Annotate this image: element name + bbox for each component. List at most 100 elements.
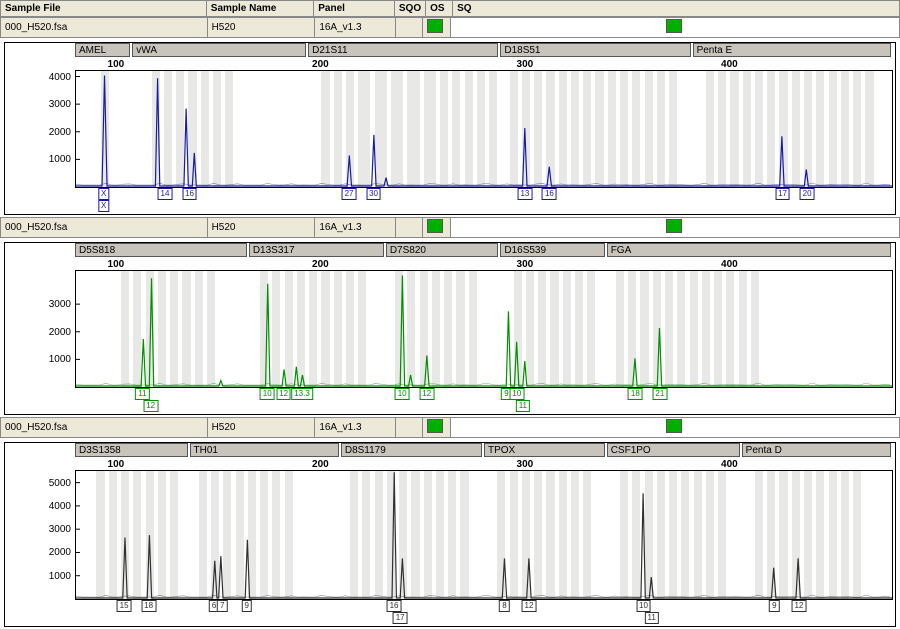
column-header: SQO	[394, 1, 425, 17]
allele-call-box[interactable]: 14	[158, 188, 173, 200]
x-tick-label: 200	[312, 259, 329, 270]
y-tick-label: 1000	[35, 571, 71, 582]
allele-call-box[interactable]: X	[98, 200, 109, 212]
column-header: SQ	[453, 1, 900, 17]
x-tick-label: 100	[108, 259, 125, 270]
allele-call-box[interactable]: 16	[387, 600, 402, 612]
x-tick-label: 400	[721, 59, 738, 70]
y-tick-label: 2000	[35, 547, 71, 558]
x-tick-label: 300	[517, 59, 534, 70]
allele-call-box[interactable]: 9	[242, 600, 252, 612]
locus-chip[interactable]: Penta D	[742, 443, 891, 457]
locus-chip[interactable]: Penta E	[693, 43, 891, 57]
allele-call-box[interactable]: 18	[628, 388, 643, 400]
sq-cell	[451, 418, 900, 438]
column-header: Sample File	[1, 1, 207, 17]
sq-cell	[451, 218, 900, 238]
allele-call-box[interactable]: 13	[517, 188, 532, 200]
chart-area[interactable]	[75, 270, 893, 388]
allele-call-box[interactable]: 7	[217, 600, 227, 612]
status-indicator	[666, 19, 682, 33]
sqo-cell	[396, 418, 423, 438]
allele-call-box[interactable]: 12	[522, 600, 537, 612]
allele-call-box[interactable]: 8	[499, 600, 509, 612]
y-tick-label: 3000	[35, 99, 71, 110]
sample-meta-row: 000_H520.fsaH52016A_v1.3	[0, 217, 900, 238]
locus-chip[interactable]: D16S539	[500, 243, 604, 257]
sample-file-cell: 000_H520.fsa	[1, 18, 208, 38]
allele-call-box[interactable]: 18	[141, 600, 156, 612]
locus-chip[interactable]: D8S1179	[341, 443, 482, 457]
x-tick-label: 400	[721, 259, 738, 270]
panel-cell: 16A_v1.3	[315, 18, 396, 38]
allele-call-box[interactable]: 9	[769, 600, 779, 612]
locus-chip[interactable]: D18S51	[500, 43, 690, 57]
locus-chip[interactable]: vWA	[132, 43, 306, 57]
panel-cell: 16A_v1.3	[315, 418, 396, 438]
y-tick-label: 2000	[35, 127, 71, 138]
sample-file-cell: 000_H520.fsa	[1, 218, 208, 238]
x-tick-label: 100	[108, 59, 125, 70]
column-header: Sample Name	[206, 1, 313, 17]
allele-call-box[interactable]: 30	[366, 188, 381, 200]
x-tick-label: 100	[108, 459, 125, 470]
allele-call-box[interactable]: 11	[645, 612, 659, 624]
allele-call-box[interactable]: 17	[393, 612, 408, 624]
x-tick-label: 300	[517, 459, 534, 470]
allele-call-box[interactable]: 10	[636, 600, 651, 612]
sq-cell	[451, 18, 900, 38]
locus-chip[interactable]: CSF1PO	[607, 443, 740, 457]
os-cell	[423, 218, 451, 238]
locus-chip[interactable]: AMEL	[75, 43, 130, 57]
allele-call-box[interactable]: 16	[182, 188, 197, 200]
allele-call-box[interactable]: 12	[276, 388, 291, 400]
allele-call-box[interactable]: 15	[117, 600, 132, 612]
allele-call-box[interactable]: 10	[395, 388, 410, 400]
allele-call-box[interactable]: 20	[800, 188, 815, 200]
allele-call-box[interactable]: 10	[260, 388, 275, 400]
os-cell	[423, 418, 451, 438]
sqo-cell	[396, 18, 423, 38]
sqo-cell	[396, 218, 423, 238]
electropherogram-panel: 000_H520.fsaH52016A_v1.3 D3S1358TH01D8S11…	[0, 417, 900, 627]
sample-name-cell: H520	[207, 18, 315, 38]
allele-call-box[interactable]: 11	[135, 388, 149, 400]
allele-call-box[interactable]: 10	[509, 388, 524, 400]
locus-chip[interactable]: TH01	[190, 443, 339, 457]
allele-call-box[interactable]: 16	[542, 188, 557, 200]
locus-chip[interactable]: FGA	[607, 243, 891, 257]
allele-call-box[interactable]: X	[98, 188, 109, 200]
sample-meta-row: 000_H520.fsaH52016A_v1.3	[0, 417, 900, 438]
x-tick-label: 400	[721, 459, 738, 470]
y-tick-label: 4000	[35, 72, 71, 83]
allele-call-box[interactable]: 12	[791, 600, 806, 612]
allele-call-box[interactable]: 11	[516, 400, 530, 412]
locus-chip[interactable]: TPOX	[484, 443, 605, 457]
allele-call-box[interactable]: 12	[143, 400, 158, 412]
locus-chip[interactable]: D13S317	[249, 243, 384, 257]
locus-chip[interactable]: D3S1358	[75, 443, 188, 457]
y-tick-label: 3000	[35, 524, 71, 535]
allele-call-box[interactable]: 12	[419, 388, 434, 400]
status-indicator	[427, 419, 443, 433]
y-tick-label: 1000	[35, 354, 71, 365]
x-tick-label: 200	[312, 59, 329, 70]
os-cell	[423, 18, 451, 38]
allele-call-box[interactable]: 17	[775, 188, 790, 200]
column-header: OS	[426, 1, 453, 17]
sample-name-cell: H520	[207, 218, 315, 238]
locus-chip[interactable]: D5S818	[75, 243, 247, 257]
locus-chip[interactable]: D21S11	[308, 43, 498, 57]
panel-cell: 16A_v1.3	[315, 218, 396, 238]
allele-call-box[interactable]: 13.3	[291, 388, 313, 400]
chart-area[interactable]	[75, 70, 893, 188]
allele-call-box[interactable]: 21	[652, 388, 667, 400]
y-tick-label: 5000	[35, 478, 71, 489]
x-tick-label: 200	[312, 459, 329, 470]
y-tick-label: 3000	[35, 299, 71, 310]
locus-chip[interactable]: D7S820	[386, 243, 499, 257]
y-tick-label: 1000	[35, 154, 71, 165]
chart-area[interactable]	[75, 470, 893, 600]
allele-call-box[interactable]: 27	[342, 188, 357, 200]
column-header: Panel	[314, 1, 395, 17]
